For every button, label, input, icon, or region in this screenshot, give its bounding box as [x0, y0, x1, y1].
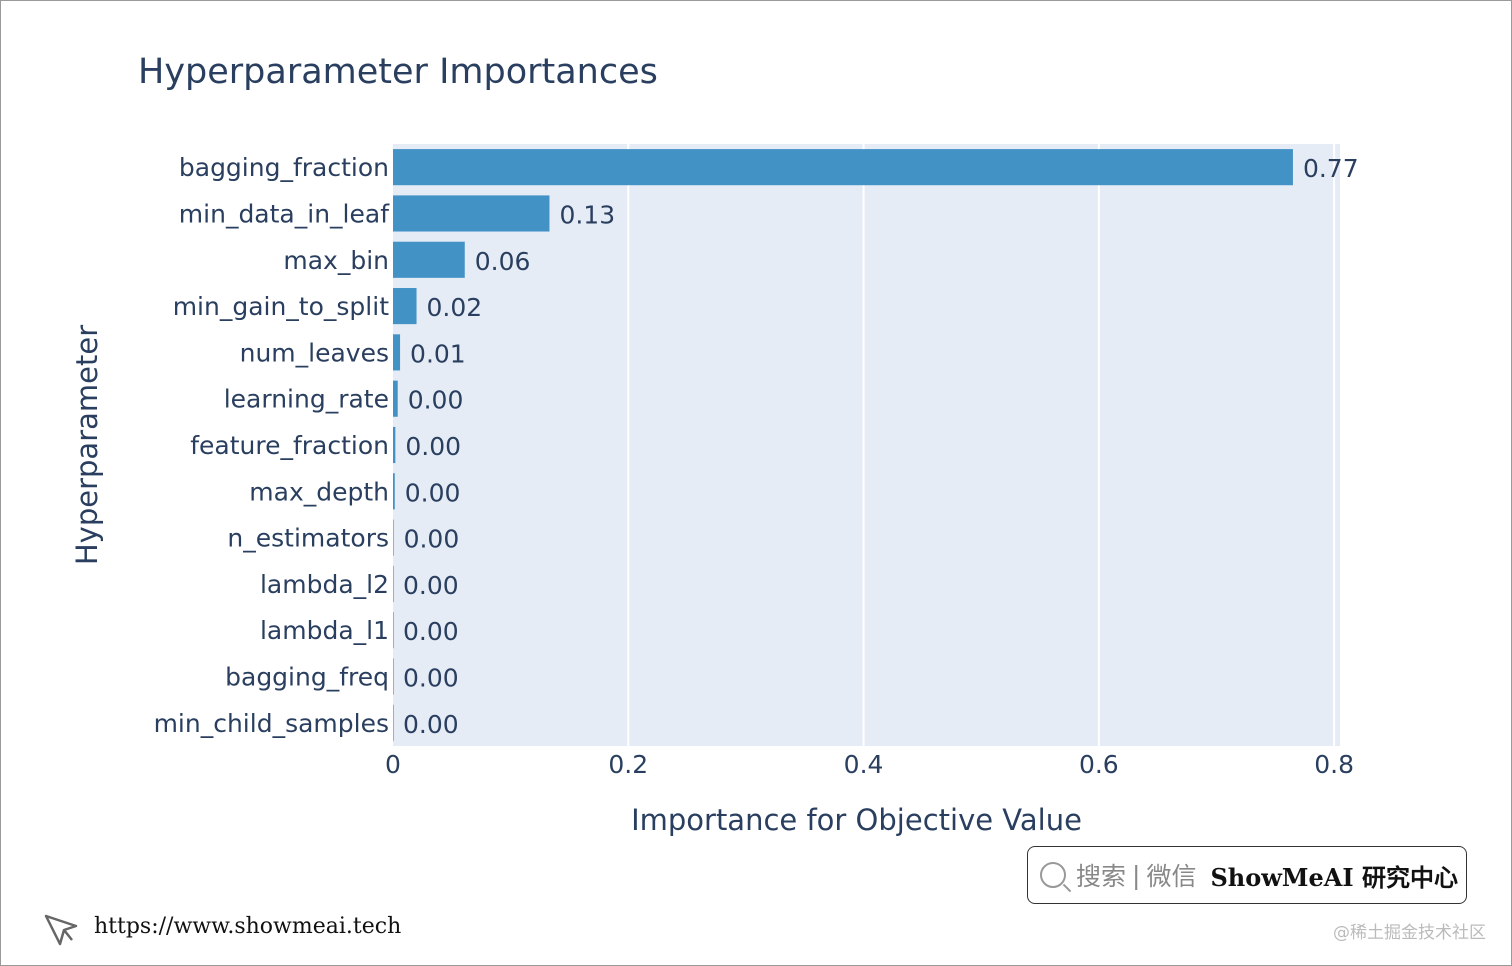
y-tick-label: bagging_freq	[225, 663, 389, 692]
x-axis-title: Importance for Objective Value	[631, 803, 1082, 837]
gridlines	[627, 144, 1336, 746]
y-tick-label: num_leaves	[240, 338, 389, 367]
y-tick-label: n_estimators	[227, 524, 389, 553]
x-tick-label: 0.8	[1314, 750, 1354, 779]
data-label: 0.00	[405, 432, 461, 461]
x-tick-label: 0.2	[608, 750, 648, 779]
bar	[393, 565, 394, 602]
bar	[393, 334, 401, 371]
x-tick-label: 0.6	[1079, 750, 1119, 779]
plot-area	[393, 144, 1340, 746]
watermark: @稀土掘金技术社区	[1333, 923, 1486, 943]
bar	[393, 473, 395, 510]
bar	[393, 426, 396, 464]
chart-title: Hyperparameter Importances	[138, 52, 658, 92]
search-box[interactable]: 搜索 | 微信 ShowMeAI 研究中心	[1027, 846, 1467, 904]
bar	[393, 380, 398, 417]
y-tick-label: min_child_samples	[154, 709, 389, 738]
data-label: 0.02	[427, 293, 483, 322]
footer-url[interactable]: https://www.showmeai.tech	[94, 914, 402, 939]
data-label: 0.00	[403, 617, 459, 646]
y-tick-labels: bagging_fraction min_data_in_leaf max_binm…	[154, 153, 391, 738]
data-label: 0.01	[410, 339, 466, 368]
data-label: 0.00	[404, 525, 460, 554]
search-icon	[1040, 862, 1066, 888]
y-tick-label: bagging_fraction	[179, 153, 389, 182]
data-label: 0.00	[405, 478, 461, 507]
y-axis-title: Hyperparameter	[70, 325, 104, 565]
y-tick-label: lambda_l1	[260, 616, 389, 645]
bar	[393, 612, 394, 649]
search-separator: |	[1132, 860, 1141, 890]
search-hint: 搜索	[1076, 862, 1127, 891]
bars	[393, 149, 1293, 741]
bar	[393, 519, 394, 556]
search-brand: ShowMeAI 研究中心	[1210, 862, 1458, 892]
data-label: 0.00	[408, 386, 464, 415]
y-tick-label: feature_fraction	[190, 431, 389, 460]
y-tick-label: min_gain_to_split	[173, 292, 390, 321]
data-label: 0.13	[559, 200, 615, 229]
x-tick-labels: 0 0.2 0.4 0.6 0.8	[385, 750, 1354, 779]
data-label: 0.00	[403, 571, 459, 600]
bar	[393, 241, 465, 278]
y-tick-label: max_depth	[249, 477, 389, 506]
y-tick-label: max_bin	[283, 246, 389, 275]
bar	[393, 195, 550, 232]
y-tick-label: min_data_in_leaf	[179, 199, 390, 228]
data-labels: 0.77 0.13 0.06 0.02 0.01 0.00 0.00 0.00 0.00 0.00…	[403, 154, 1359, 739]
bar	[393, 288, 417, 325]
x-tick-label: 0	[385, 750, 401, 779]
bar	[393, 658, 394, 695]
bar	[393, 704, 394, 741]
data-label: 0.00	[403, 664, 459, 693]
data-label: 0.06	[475, 247, 531, 276]
y-tick-label: learning_rate	[224, 385, 389, 414]
x-tick-label: 0.4	[844, 750, 884, 779]
bar	[393, 149, 1293, 186]
data-label: 0.77	[1303, 154, 1359, 183]
cursor-icon	[44, 914, 78, 946]
data-label: 0.00	[403, 710, 459, 739]
y-tick-label: lambda_l2	[260, 570, 389, 599]
search-channel: 微信	[1146, 862, 1197, 891]
